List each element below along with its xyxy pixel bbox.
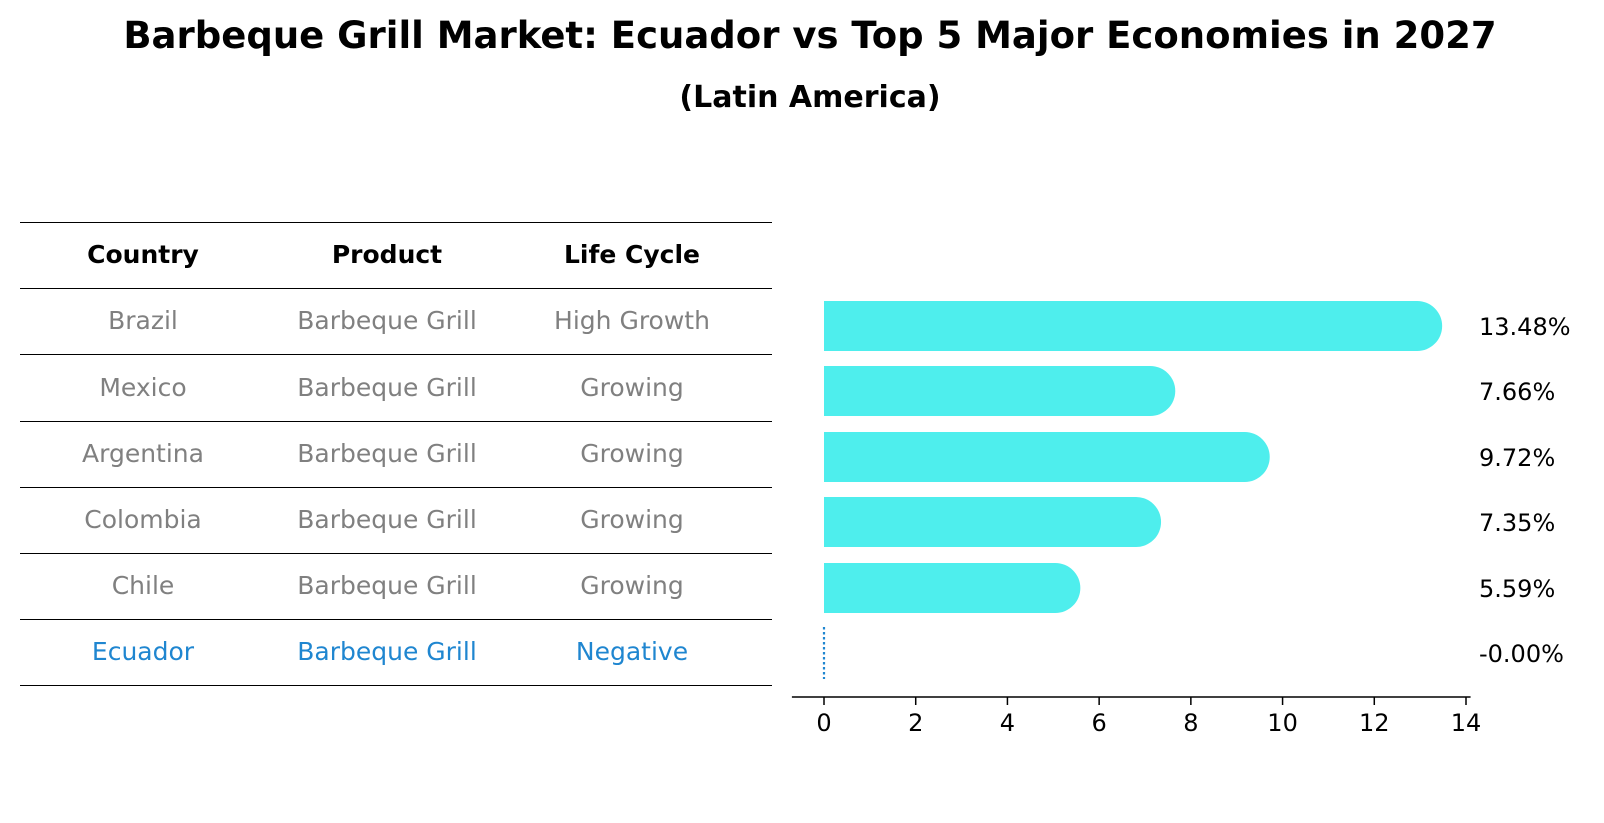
value-label: 5.59% (1479, 575, 1555, 603)
x-tick-label: 2 (908, 709, 923, 737)
cell-life-cycle: Growing (580, 372, 684, 402)
x-tick-label: 6 (1092, 709, 1107, 737)
value-label: 7.66% (1479, 378, 1555, 406)
table-rule (20, 685, 772, 687)
cell-life-cycle: Growing (580, 571, 684, 601)
value-label: 9.72% (1479, 444, 1555, 472)
cell-life-cycle: Growing (580, 438, 684, 468)
table-rule (20, 420, 772, 422)
cell-product: Barbeque Grill (297, 504, 477, 534)
value-label: -0.00% (1479, 640, 1564, 668)
cell-product: Barbeque Grill (297, 571, 477, 601)
x-tick-label: 8 (1183, 709, 1198, 737)
chart-subtitle: (Latin America) (679, 80, 941, 115)
cell-product: Barbeque Grill (297, 637, 477, 667)
cell-country: Chile (111, 571, 175, 601)
bar-mexico (824, 366, 1176, 416)
table-rule (20, 486, 772, 488)
cell-product: Barbeque Grill (297, 438, 477, 468)
header-life-cycle: Life Cycle (563, 240, 701, 270)
header-product: Product (331, 240, 443, 270)
table-rule (20, 222, 772, 223)
cell-product: Barbeque Grill (297, 306, 477, 336)
cell-country: Brazil (108, 306, 178, 336)
x-tick-label: 0 (816, 709, 831, 737)
header-country: Country (87, 240, 199, 270)
value-label: 13.48% (1479, 313, 1571, 341)
cell-country: Mexico (99, 372, 187, 402)
value-label: 7.35% (1479, 509, 1555, 537)
cell-life-cycle: Growing (580, 504, 684, 534)
bar-colombia (824, 497, 1162, 547)
cell-country: Argentina (82, 438, 204, 468)
table-rule (20, 288, 772, 290)
bar-chile (824, 563, 1081, 613)
chart-title: Barbeque Grill Market: Ecuador vs Top 5 … (123, 14, 1497, 57)
cell-country: Colombia (84, 504, 202, 534)
table-rule (20, 354, 772, 356)
x-tick-label: 14 (1451, 709, 1482, 737)
x-tick-label: 4 (1000, 709, 1015, 737)
cell-product: Barbeque Grill (297, 372, 477, 402)
cell-country: Ecuador (91, 637, 195, 667)
cell-life-cycle: Negative (575, 637, 689, 667)
x-tick-label: 12 (1359, 709, 1390, 737)
table-rule (20, 553, 772, 554)
cell-life-cycle: High Growth (554, 306, 710, 336)
table-rule (20, 619, 772, 621)
bar-brazil (824, 301, 1443, 351)
bar-argentina (824, 432, 1270, 482)
x-tick-label: 10 (1267, 709, 1298, 737)
